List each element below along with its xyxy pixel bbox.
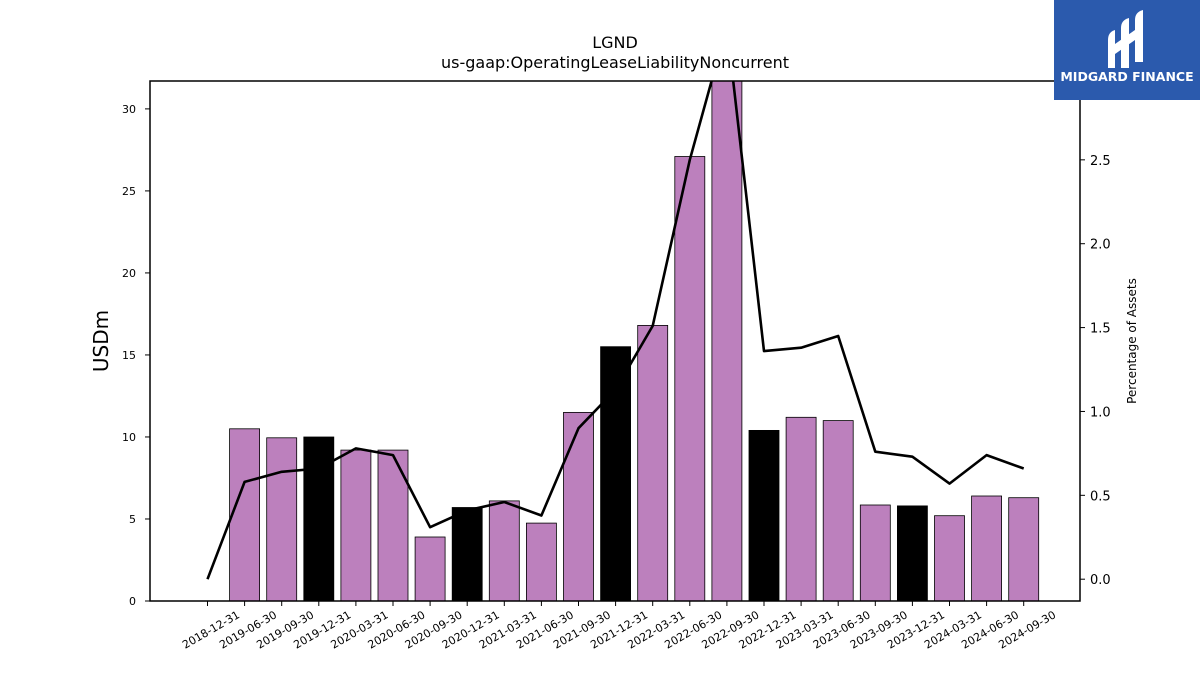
bar-2024-09-30 — [1008, 497, 1040, 602]
y2-tick-label: 2.0 — [1090, 238, 1111, 253]
bar-2024-06-30 — [971, 495, 1002, 602]
bar-2021-12-31 — [600, 346, 631, 602]
y-axis-label: USDm — [89, 310, 113, 372]
chart-subtitle: us-gaap:OperatingLeaseLiabilityNoncurren… — [441, 53, 789, 72]
y-tick-label: 30 — [122, 103, 136, 116]
series-line — [206, 81, 1025, 580]
bar-2021-03-31 — [488, 500, 520, 602]
bar-2021-06-30 — [526, 522, 557, 602]
y2-axis-label: Percentage of Assets — [1125, 278, 1139, 404]
logo: MIDGARD FINANCE — [1054, 0, 1200, 100]
bar-2020-09-30 — [414, 536, 446, 602]
y2-tick-label: 0.5 — [1090, 489, 1111, 504]
y2-tick-label: 1.5 — [1090, 322, 1111, 337]
bar-2019-06-30 — [229, 428, 261, 602]
y-tick-label: 0 — [129, 595, 136, 608]
bar-2022-12-31 — [748, 429, 780, 602]
bar-2019-09-30 — [266, 437, 298, 602]
y-tick-label: 25 — [122, 185, 136, 198]
chart-title: LGND — [592, 33, 638, 52]
y-tick-label: 15 — [122, 349, 136, 362]
bar-2023-06-30 — [822, 420, 854, 602]
logo-text: MIDGARD FINANCE — [1060, 69, 1193, 84]
y2-tick-label: 2.5 — [1090, 154, 1111, 169]
plot-frame — [149, 80, 1081, 602]
y-tick-label: 10 — [122, 431, 136, 444]
bar-2023-03-31 — [785, 416, 817, 602]
y-tick-label: 20 — [122, 267, 136, 280]
bar-2023-12-31 — [897, 505, 928, 602]
y-tick-label: 5 — [129, 513, 136, 526]
y2-tick-label: 0.0 — [1090, 573, 1111, 588]
bar-2024-03-31 — [934, 515, 965, 602]
bar-2020-12-31 — [451, 507, 483, 602]
right-axis-ticks: 0.0 0.5 1.0 1.5 2.0 2.5 — [1080, 154, 1111, 588]
left-axis-ticks: 0 5 10 15 20 25 30 — [122, 103, 150, 608]
logo-mark-icon — [1108, 10, 1143, 68]
bar-2022-03-31 — [637, 324, 669, 602]
y2-tick-label: 1.0 — [1090, 405, 1111, 420]
line-layer — [206, 81, 1025, 580]
bar-2022-09-30 — [711, 80, 743, 602]
bar-2020-03-31 — [340, 449, 372, 602]
bar-2023-09-30 — [859, 504, 891, 602]
x-axis-ticks: 2018-12-312019-06-302019-09-302019-12-31… — [180, 601, 1058, 652]
bar-2022-06-30 — [674, 156, 706, 602]
bar-2021-09-30 — [563, 411, 594, 602]
bars-layer — [229, 80, 1040, 602]
